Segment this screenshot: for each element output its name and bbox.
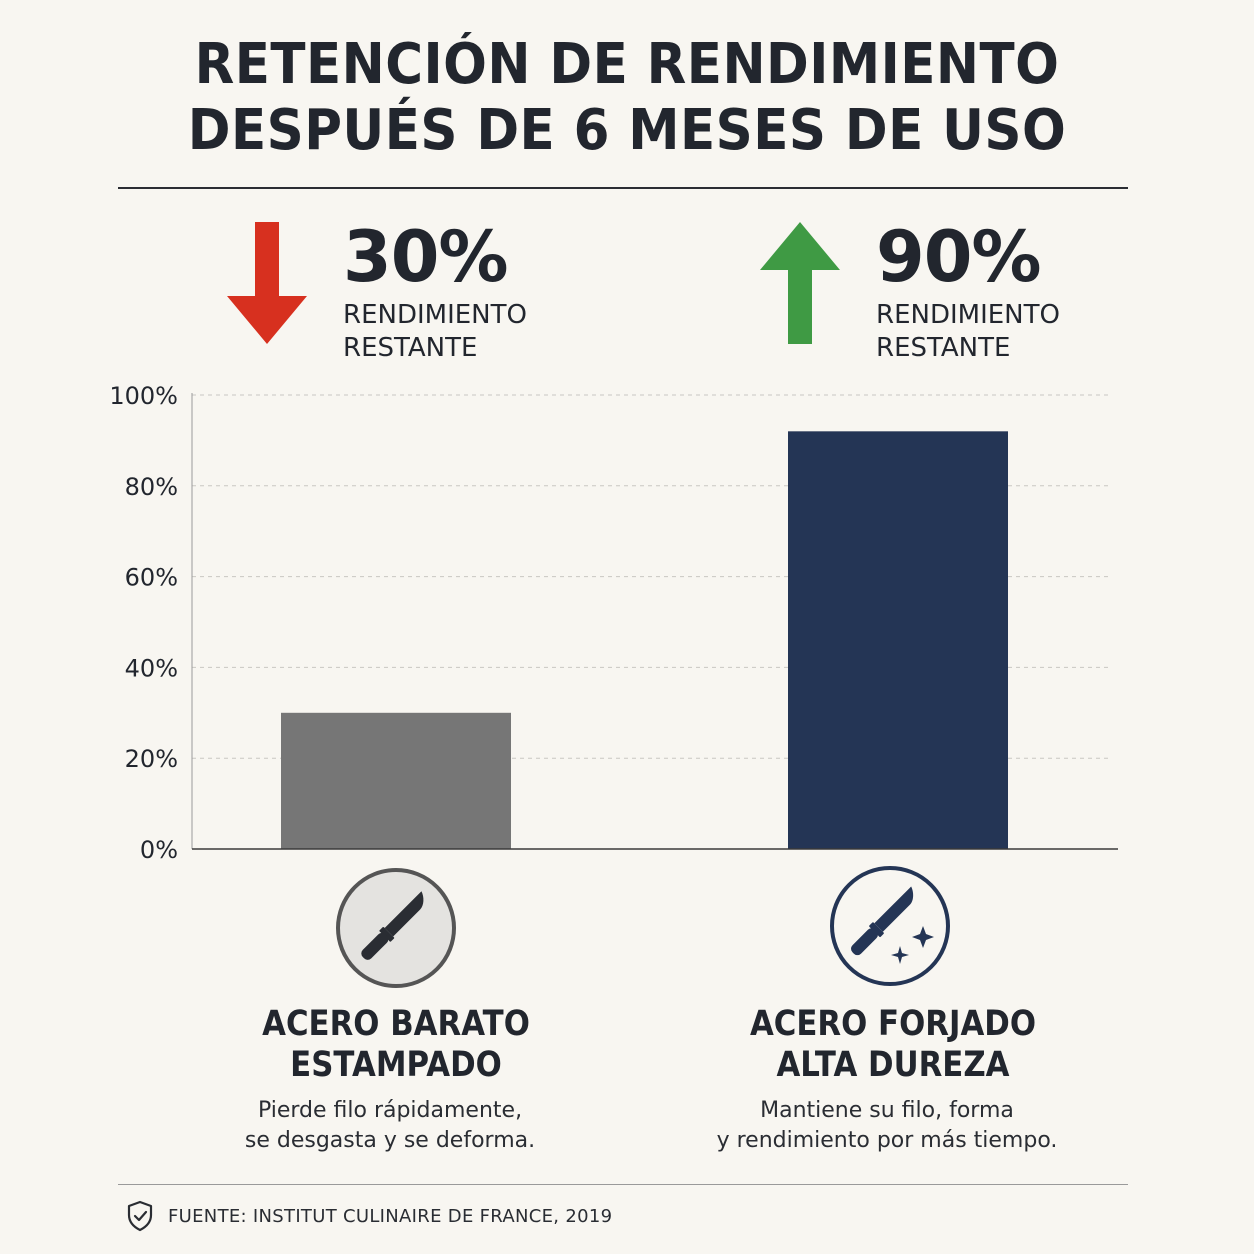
category-description-cheap-steel: Pierde filo rápidamente, se desgasta y s… bbox=[140, 1096, 640, 1156]
kpi-caption-line-2: RESTANTE bbox=[343, 333, 478, 363]
y-tick-label: 60% bbox=[125, 564, 178, 592]
arrow-up-icon bbox=[760, 222, 840, 344]
footer-divider bbox=[118, 1184, 1128, 1185]
category-title-line-2: ESTAMPADO bbox=[290, 1045, 502, 1085]
kpi-forged-steel: 90% RENDIMIENTO RESTANTE bbox=[758, 215, 1118, 365]
shield-check-icon bbox=[127, 1200, 153, 1232]
knife-icon bbox=[336, 868, 456, 988]
category-description-forged-steel: Mantiene su filo, forma y rendimiento po… bbox=[637, 1096, 1137, 1156]
bar-cheap-steel bbox=[281, 712, 511, 849]
title-line-2: DESPUÉS DE 6 MESES DE USO bbox=[187, 98, 1067, 163]
kpi-caption: RENDIMIENTO RESTANTE bbox=[876, 299, 1136, 365]
category-desc-line-1: Mantiene su filo, forma bbox=[760, 1098, 1014, 1123]
y-tick-label: 40% bbox=[125, 654, 178, 682]
kpi-value: 30% bbox=[343, 216, 509, 298]
category-title-forged-steel: ACERO FORJADO ALTA DUREZA bbox=[673, 1004, 1113, 1086]
page-title: RETENCIÓN DE RENDIMIENTO DESPUÉS DE 6 ME… bbox=[50, 32, 1204, 164]
kpi-caption-line-1: RENDIMIENTO bbox=[876, 300, 1060, 330]
kpi-caption: RENDIMIENTO RESTANTE bbox=[343, 299, 603, 365]
category-title-cheap-steel: ACERO BARATO ESTAMPADO bbox=[176, 1004, 616, 1086]
knife-sparkle-icon bbox=[830, 866, 950, 986]
category-desc-line-1: Pierde filo rápidamente, bbox=[257, 1098, 523, 1123]
category-desc-line-2: se desgasta y se deforma. bbox=[244, 1128, 536, 1153]
category-title-line-1: ACERO FORJADO bbox=[749, 1004, 1037, 1044]
y-tick-label: 20% bbox=[125, 745, 178, 773]
kpi-cheap-steel: 30% RENDIMIENTO RESTANTE bbox=[225, 215, 585, 365]
y-tick-label: 80% bbox=[125, 473, 178, 501]
source-text: FUENTE: INSTITUT CULINAIRE DE FRANCE, 20… bbox=[168, 1205, 613, 1227]
kpi-caption-line-1: RENDIMIENTO bbox=[343, 300, 527, 330]
grid-lines bbox=[192, 394, 1112, 759]
category-title-line-2: ALTA DUREZA bbox=[776, 1045, 1010, 1085]
title-line-1: RETENCIÓN DE RENDIMIENTO bbox=[194, 32, 1060, 97]
y-tick-label: 0% bbox=[140, 836, 178, 864]
kpi-value: 90% bbox=[876, 216, 1042, 298]
kpi-caption-line-2: RESTANTE bbox=[876, 333, 1011, 363]
arrow-down-icon bbox=[227, 222, 307, 344]
category-desc-line-2: y rendimiento por más tiempo. bbox=[716, 1128, 1058, 1153]
y-tick-label: 100% bbox=[109, 382, 178, 410]
source-citation: FUENTE: INSTITUT CULINAIRE DE FRANCE, 20… bbox=[126, 1199, 612, 1233]
title-divider bbox=[118, 187, 1128, 189]
bars bbox=[281, 431, 1008, 849]
category-title-line-1: ACERO BARATO bbox=[262, 1004, 530, 1044]
bar-forged-steel bbox=[788, 431, 1008, 849]
y-axis-ticks: 0% 20% 40% 60% 80% 100% bbox=[109, 382, 178, 864]
